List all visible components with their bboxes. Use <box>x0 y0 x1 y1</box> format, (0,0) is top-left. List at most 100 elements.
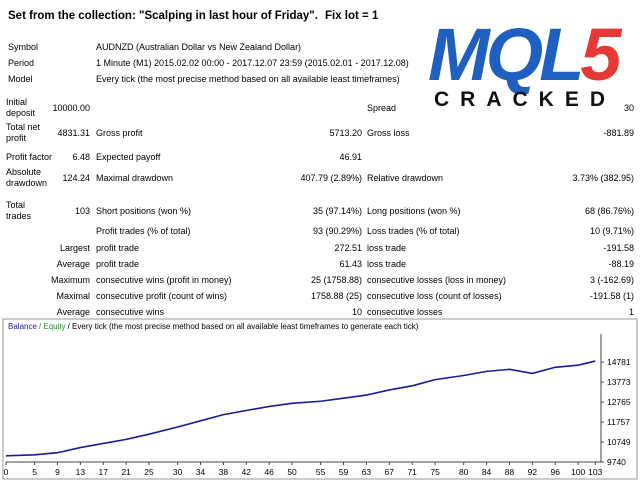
stat-value: 10000.00 <box>52 103 90 113</box>
stat-label: Relative drawdown <box>367 173 444 183</box>
stat-label: consecutive losses (loss in money) <box>367 275 507 285</box>
chart-frame <box>2 318 638 480</box>
logo-text: MQL5 <box>428 13 623 96</box>
info-value: 1 Minute (M1) 2015.02.02 00:00 - 2017.12… <box>96 58 409 68</box>
stat-value: 10 <box>351 307 362 317</box>
x-tick-label: 0 <box>4 467 9 477</box>
stat-value: 407.79 (2.89%) <box>300 173 362 183</box>
x-tick-label: 100 <box>571 467 585 477</box>
stat-label: profit trade <box>96 243 140 253</box>
stat-label: profit trade <box>96 259 140 269</box>
x-tick-label: 34 <box>196 467 206 477</box>
x-tick-label: 67 <box>385 467 395 477</box>
x-tick-label: 42 <box>242 467 252 477</box>
info-value: Every tick (the most precise method base… <box>96 74 400 84</box>
stat-value: 25 (1758.88) <box>310 275 362 285</box>
info-label: Model <box>8 74 33 84</box>
stat-value: 103 <box>74 206 90 216</box>
logo-main: MQL <box>428 13 580 96</box>
stat-label: Expected payoff <box>96 152 161 162</box>
stat-value: 272.51 <box>334 243 362 253</box>
legend-entry: / Equity <box>39 322 66 331</box>
stat-label: Gross profit <box>96 128 143 138</box>
stat-label: Maximal drawdown <box>96 173 174 183</box>
stat-label: Absolute drawdown <box>6 167 48 188</box>
stat-label: Maximum <box>50 275 90 285</box>
x-tick-label: 30 <box>173 467 183 477</box>
stat-value: -191.58 <box>603 243 634 253</box>
x-tick-label: 17 <box>99 467 109 477</box>
title: Set from the collection: "Scalping in la… <box>8 10 318 22</box>
x-tick-label: 103 <box>588 467 602 477</box>
stat-label: Largest <box>59 243 90 253</box>
chart: Balance / Equity / Every tick (the most pr… <box>2 318 638 480</box>
y-tick-label: 12765 <box>607 397 631 407</box>
stat-value: -88.19 <box>608 259 634 269</box>
stat-label: Profit trades (% of total) <box>96 226 191 236</box>
x-tick-label: 21 <box>121 467 131 477</box>
x-tick-label: 71 <box>407 467 417 477</box>
y-tick-label: 11757 <box>607 417 630 427</box>
info-label: Symbol <box>8 42 39 52</box>
stat-label: loss trade <box>367 259 407 269</box>
stat-label: Long positions (won %) <box>367 206 461 216</box>
stat-label: Short positions (won %) <box>96 206 192 216</box>
stat-label: Spread <box>367 103 397 113</box>
stat-label: Profit factor <box>6 152 53 162</box>
y-tick-label: 10749 <box>607 437 631 447</box>
stat-label: Initial deposit <box>6 97 36 118</box>
stat-value: 93 (90.29%) <box>312 226 362 236</box>
x-tick-label: 75 <box>430 467 440 477</box>
stat-value: 35 (97.14%) <box>312 206 362 216</box>
info-value: AUDNZD (Australian Dollar vs New Zealand… <box>96 42 302 52</box>
stat-value: 1758.88 (25) <box>310 291 362 301</box>
x-tick-label: 88 <box>505 467 515 477</box>
stat-value: 10 (9.71%) <box>589 226 634 236</box>
y-tick-label: 13773 <box>607 377 631 387</box>
x-tick-label: 38 <box>219 467 229 477</box>
stat-label: Total net profit <box>6 122 41 143</box>
stat-label: consecutive wins (profit in money) <box>96 275 232 285</box>
x-tick-label: 9 <box>55 467 60 477</box>
legend-entry: / Every tick (the most precise method ba… <box>68 322 419 331</box>
x-tick-label: 92 <box>528 467 538 477</box>
stat-value: 68 (86.76%) <box>584 206 634 216</box>
stat-label: consecutive losses <box>367 307 443 317</box>
x-tick-label: 55 <box>316 467 326 477</box>
stat-value: 124.24 <box>62 173 90 183</box>
legend-entry: Balance <box>8 322 37 331</box>
x-tick-label: 13 <box>76 467 86 477</box>
stat-value: 6.48 <box>72 152 90 162</box>
legend: Balance / Equity / Every tick (the most pr… <box>8 322 419 331</box>
stat-label: Average <box>56 259 90 269</box>
stat-value: 3.73% (382.95) <box>572 173 634 183</box>
logo: MQL5 CRACKED <box>428 13 627 110</box>
stat-value: 46.91 <box>339 152 362 162</box>
stat-value: -191.58 (1) <box>589 291 634 301</box>
x-tick-label: 80 <box>459 467 469 477</box>
stat-value: 30 <box>623 103 634 113</box>
note: Fix lot = 1 <box>325 10 379 22</box>
stat-label: consecutive loss (count of losses) <box>367 291 502 301</box>
stat-label: Average <box>56 307 90 317</box>
stat-label: consecutive wins <box>96 307 165 317</box>
y-tick-label: 9740 <box>607 457 626 467</box>
y-tick-label: 14781 <box>607 357 631 367</box>
stat-label: Gross loss <box>367 128 410 138</box>
stat-label: Total trades <box>6 200 32 221</box>
logo-accent: 5 <box>580 13 623 96</box>
stat-value: 61.43 <box>339 259 362 269</box>
logo-tagline: CRACKED <box>434 88 616 110</box>
stat-label: Maximal <box>56 291 90 301</box>
stat-value: 3 (-162.69) <box>589 275 634 285</box>
stat-value: -881.89 <box>603 128 634 138</box>
x-tick-label: 59 <box>339 467 349 477</box>
balance-line <box>5 360 596 457</box>
stat-value: 1 <box>628 307 634 317</box>
stat-label: consecutive profit (count of wins) <box>96 291 228 301</box>
stat-label: Loss trades (% of total) <box>367 226 460 236</box>
stat-value: 5713.20 <box>329 128 362 138</box>
x-tick-label: 5 <box>32 467 37 477</box>
x-tick-label: 50 <box>287 467 297 477</box>
x-tick-label: 25 <box>144 467 154 477</box>
